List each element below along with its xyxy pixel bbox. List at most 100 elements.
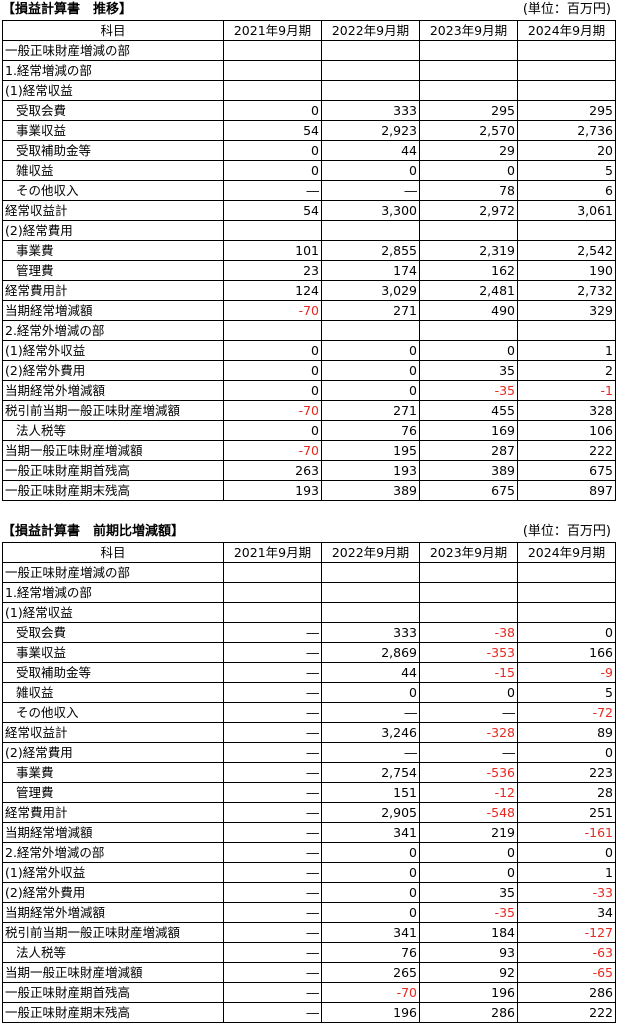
table-row: 当期経常外増減額 ― 0 -35 34: [2, 902, 616, 923]
cell-2024: 2,736: [517, 120, 616, 141]
row-label: 管理費: [2, 260, 224, 281]
column-header-2021: 2021年9月期: [223, 20, 322, 41]
cell-2021: ―: [223, 862, 322, 883]
cell-2021: ―: [223, 842, 322, 863]
cell-2022: [321, 60, 420, 81]
cell-2023: 455: [419, 400, 518, 421]
table-row: 一般正味財産増減の部: [2, 562, 616, 583]
table-row: 受取会費 ― 333 -38 0: [2, 622, 616, 643]
diff-table: 科目 2021年9月期 2022年9月期 2023年9月期 2024年9月期 一…: [2, 542, 616, 1023]
row-label: 税引前当期一般正味財産増減額: [2, 400, 224, 421]
cell-2024: -1: [517, 380, 616, 401]
cell-2021: ―: [223, 762, 322, 783]
trend-unit-label: (単位：百万円): [522, 2, 611, 17]
table-row: 1.経常増減の部: [2, 582, 616, 603]
table-row: 事業費 101 2,855 2,319 2,542: [2, 240, 616, 261]
trend-table-body: 一般正味財産増減の部 1.経常増減の部 (1)経常収益 受取会費 0 333 295 295 事…: [2, 40, 616, 501]
column-header-2022: 2022年9月期: [321, 542, 420, 563]
cell-2023: [419, 320, 518, 341]
cell-2021: ―: [223, 662, 322, 683]
cell-2022: ―: [321, 180, 420, 201]
cell-2023: -15: [419, 662, 518, 683]
cell-2024: 20: [517, 140, 616, 161]
cell-2024: 295: [517, 100, 616, 121]
row-label: (2)経常費用: [2, 742, 224, 763]
cell-2021: 0: [223, 140, 322, 161]
row-label: (1)経常収益: [2, 602, 224, 623]
cell-2022: 271: [321, 300, 420, 321]
cell-2021: -70: [223, 300, 322, 321]
cell-2021: ―: [223, 942, 322, 963]
table-row: (2)経常外費用 0 0 35 2: [2, 360, 616, 381]
table-row: 受取会費 0 333 295 295: [2, 100, 616, 121]
column-header-2023: 2023年9月期: [419, 20, 518, 41]
table-row: 当期一般正味財産増減額 -70 195 287 222: [2, 440, 616, 461]
cell-2022: 3,029: [321, 280, 420, 301]
cell-2024: 2,732: [517, 280, 616, 301]
row-label: 雑収益: [2, 682, 224, 703]
row-label: 受取補助金等: [2, 662, 224, 683]
table-row: 事業費 ― 2,754 -536 223: [2, 762, 616, 783]
cell-2023: -38: [419, 622, 518, 643]
cell-2021: 0: [223, 160, 322, 181]
cell-2024: -33: [517, 882, 616, 903]
table-row: 税引前当期一般正味財産増減額 -70 271 455 328: [2, 400, 616, 421]
cell-2023: -548: [419, 802, 518, 823]
cell-2024: 0: [517, 622, 616, 643]
cell-2021: -70: [223, 440, 322, 461]
cell-2024: [517, 602, 616, 623]
cell-2023: 0: [419, 862, 518, 883]
cell-2024: 897: [517, 480, 616, 501]
row-label: 当期経常外増減額: [2, 380, 224, 401]
cell-2022: [321, 220, 420, 241]
cell-2024: 190: [517, 260, 616, 281]
cell-2024: -161: [517, 822, 616, 843]
cell-2024: [517, 80, 616, 101]
column-header-2024: 2024年9月期: [517, 542, 616, 563]
cell-2021: ―: [223, 722, 322, 743]
column-header-item: 科目: [2, 20, 224, 41]
row-label: 当期経常外増減額: [2, 902, 224, 923]
table-row: 雑収益 0 0 0 5: [2, 160, 616, 181]
table-row: 当期一般正味財産増減額 ― 265 92 -65: [2, 962, 616, 983]
row-label: 事業費: [2, 240, 224, 261]
cell-2023: 219: [419, 822, 518, 843]
cell-2024: 0: [517, 842, 616, 863]
cell-2023: -12: [419, 782, 518, 803]
cell-2022: 0: [321, 862, 420, 883]
table-row: 当期経常増減額 ― 341 219 -161: [2, 822, 616, 843]
trend-table: 科目 2021年9月期 2022年9月期 2023年9月期 2024年9月期 一…: [2, 20, 616, 501]
row-label: (2)経常外費用: [2, 882, 224, 903]
cell-2023: 286: [419, 1002, 518, 1023]
cell-2021: 0: [223, 100, 322, 121]
cell-2021: [223, 582, 322, 603]
table-row: 経常収益計 ― 3,246 -328 89: [2, 722, 616, 743]
cell-2022: 76: [321, 942, 420, 963]
cell-2021: ―: [223, 1002, 322, 1023]
row-label: 1.経常増減の部: [2, 60, 224, 81]
cell-2024: -65: [517, 962, 616, 983]
row-label: 当期一般正味財産増減額: [2, 962, 224, 983]
cell-2021: [223, 40, 322, 61]
cell-2023: 35: [419, 360, 518, 381]
cell-2022: 333: [321, 622, 420, 643]
cell-2021: [223, 220, 322, 241]
cell-2022: 0: [321, 160, 420, 181]
row-label: 受取会費: [2, 100, 224, 121]
diff-header: 【損益計算書 前期比増減額】 (単位：百万円): [2, 522, 615, 542]
cell-2023: 2,481: [419, 280, 518, 301]
diff-title: 【損益計算書 前期比増減額】: [2, 524, 185, 539]
cell-2024: [517, 320, 616, 341]
row-label: 当期一般正味財産増減額: [2, 440, 224, 461]
cell-2024: -9: [517, 662, 616, 683]
column-header-2022: 2022年9月期: [321, 20, 420, 41]
trend-table-head: 科目 2021年9月期 2022年9月期 2023年9月期 2024年9月期: [2, 20, 616, 41]
cell-2023: [419, 582, 518, 603]
cell-2023: [419, 220, 518, 241]
cell-2024: 222: [517, 1002, 616, 1023]
cell-2022: 2,905: [321, 802, 420, 823]
cell-2022: 0: [321, 882, 420, 903]
table-row: (2)経常費用 ― ― ― 0: [2, 742, 616, 763]
cell-2023: 2,972: [419, 200, 518, 221]
row-label: 受取会費: [2, 622, 224, 643]
